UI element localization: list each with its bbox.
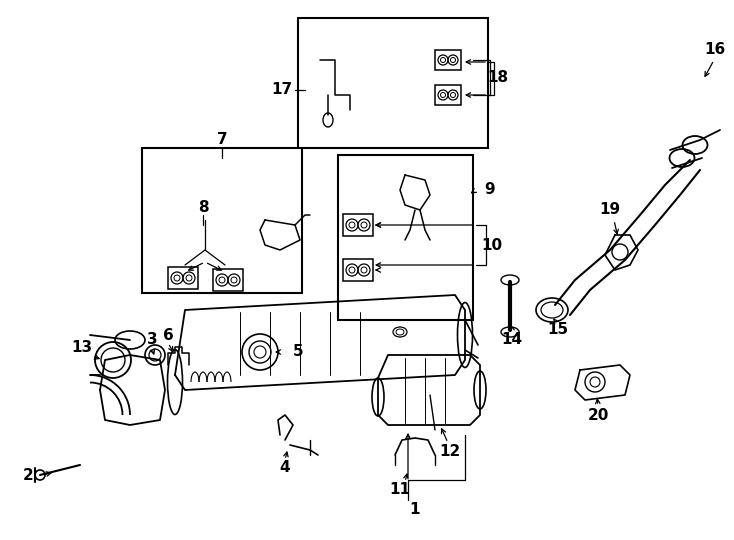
Text: 11: 11 [390, 483, 410, 497]
Text: 18: 18 [487, 71, 509, 85]
Bar [168, 267, 198, 289]
Text: 7: 7 [217, 132, 228, 147]
Text: 16: 16 [705, 43, 726, 57]
Text: 14: 14 [501, 333, 523, 348]
Text: 5: 5 [293, 345, 303, 360]
Text: 19: 19 [600, 202, 620, 218]
Text: 15: 15 [548, 322, 569, 338]
Text: 8: 8 [197, 199, 208, 214]
Bar [298, 18, 488, 148]
Text: 10: 10 [482, 238, 503, 253]
Text: 1: 1 [410, 503, 421, 517]
Text: 9: 9 [484, 183, 495, 198]
Text: 12: 12 [440, 444, 461, 460]
Bar [142, 148, 302, 293]
Text: 2: 2 [23, 468, 33, 483]
Bar [213, 269, 243, 291]
Text: 13: 13 [71, 341, 92, 355]
Bar [435, 85, 461, 105]
Bar [435, 50, 461, 70]
Text: 3: 3 [147, 333, 157, 348]
Bar [338, 155, 473, 320]
Text: 17: 17 [272, 83, 293, 98]
Text: 20: 20 [587, 408, 608, 422]
Bar [343, 259, 373, 281]
Bar [343, 214, 373, 236]
Text: 6: 6 [163, 327, 173, 342]
Text: 4: 4 [280, 461, 291, 476]
